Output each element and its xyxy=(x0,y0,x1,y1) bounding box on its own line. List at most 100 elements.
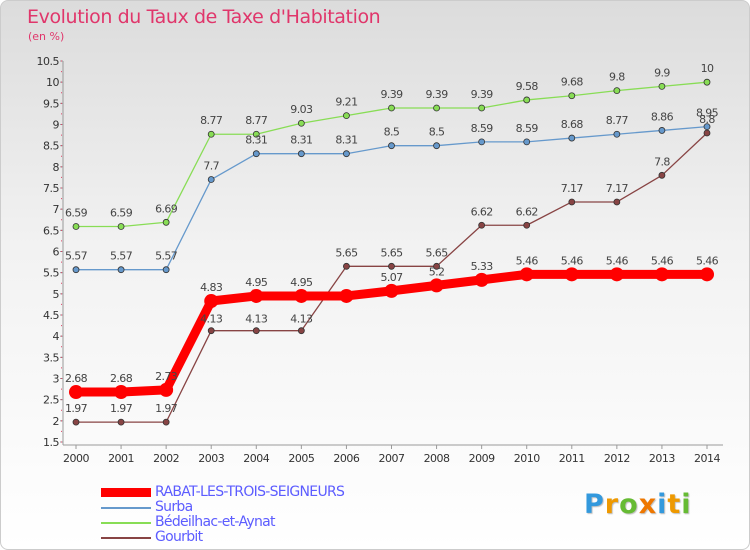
data-label: 9.39 xyxy=(380,88,403,101)
series-point xyxy=(117,223,125,230)
logo-letter: t xyxy=(667,489,682,520)
data-label: 9.39 xyxy=(471,88,494,101)
series-point xyxy=(700,267,714,282)
data-label: 5.65 xyxy=(380,246,403,259)
y-tick-label: 1.5 xyxy=(43,436,59,449)
data-label: 5.46 xyxy=(516,254,539,267)
legend-label: Surba xyxy=(155,499,193,515)
data-label: 5.65 xyxy=(335,246,358,259)
series-point xyxy=(568,198,576,206)
data-label: 5.46 xyxy=(651,254,674,267)
chart-unit-label: (en %) xyxy=(28,30,65,43)
data-label: 6.59 xyxy=(65,207,88,220)
series-point xyxy=(568,134,576,142)
series-point xyxy=(658,83,666,90)
series-point xyxy=(294,288,309,303)
series-point xyxy=(117,266,125,274)
x-tick-label: 2002 xyxy=(153,452,179,465)
series-point xyxy=(343,112,350,120)
series-point xyxy=(613,87,621,95)
data-label: 8.77 xyxy=(200,114,223,127)
y-tick-label: 2 xyxy=(53,415,60,428)
x-tick-label: 2007 xyxy=(379,452,405,465)
data-label: 2.68 xyxy=(110,372,133,385)
x-tick-label: 2003 xyxy=(198,452,224,465)
series-point xyxy=(658,127,666,134)
data-label: 9.39 xyxy=(426,88,449,101)
legend-swatch xyxy=(101,507,151,509)
x-tick-label: 2000 xyxy=(63,452,89,465)
series-point xyxy=(343,150,350,158)
series-point xyxy=(207,176,215,183)
legend-label: Gourbit xyxy=(155,529,203,545)
series-point xyxy=(519,267,534,282)
data-label: 4.95 xyxy=(245,276,268,289)
data-label: 2.68 xyxy=(65,372,88,385)
series-point xyxy=(478,104,486,112)
series-point xyxy=(433,104,440,112)
series-point xyxy=(564,267,579,282)
series-point xyxy=(252,150,260,158)
data-label: 8.5 xyxy=(384,126,400,139)
x-tick-label: 2013 xyxy=(649,452,675,465)
chart-title: Evolution du Taux de Taxe d'Habitation xyxy=(27,6,381,28)
series-point xyxy=(297,327,305,335)
series-point xyxy=(204,294,219,309)
data-label: 9.9 xyxy=(654,66,670,79)
series-point xyxy=(478,138,486,146)
series-point xyxy=(388,262,395,270)
series-point xyxy=(433,142,440,150)
series-point xyxy=(523,96,531,104)
series-point xyxy=(114,385,129,400)
data-label: 5.65 xyxy=(426,246,449,259)
y-tick-label: 9 xyxy=(53,119,60,132)
data-label: 6.62 xyxy=(471,205,493,218)
series-point xyxy=(568,92,576,100)
data-label: 5.33 xyxy=(471,260,494,273)
data-label: 5.57 xyxy=(155,250,178,263)
data-label: 7.7 xyxy=(203,160,219,173)
series-point xyxy=(343,262,350,270)
data-label: 8.5 xyxy=(429,126,445,139)
data-label: 6.59 xyxy=(110,207,133,220)
x-tick-label: 2011 xyxy=(559,452,585,465)
series-point xyxy=(249,288,264,303)
data-label: 5.46 xyxy=(561,254,584,267)
data-label: 5.2 xyxy=(429,265,445,278)
legend-swatch xyxy=(101,488,151,497)
series-point xyxy=(162,218,170,226)
data-label: 8.77 xyxy=(245,114,268,127)
series-point xyxy=(69,385,83,400)
data-label: 7.17 xyxy=(561,182,584,195)
data-label: 1.97 xyxy=(110,402,133,415)
x-tick-label: 2006 xyxy=(333,452,359,465)
data-label: 8.8 xyxy=(699,113,715,126)
data-label: 5.46 xyxy=(606,254,629,267)
series-point xyxy=(162,418,170,426)
logo-letter: P xyxy=(584,489,605,520)
logo-letter: x xyxy=(638,489,658,520)
y-tick-label: 7 xyxy=(53,203,60,216)
series-point xyxy=(523,138,531,146)
data-label: 8.31 xyxy=(245,134,267,147)
data-label: 5.07 xyxy=(380,271,403,284)
series-point xyxy=(478,221,486,229)
series-point xyxy=(339,288,354,303)
series-point xyxy=(72,418,80,426)
y-tick-label: 6.5 xyxy=(43,224,59,237)
logo-letter: o xyxy=(619,489,639,520)
series-point xyxy=(523,221,531,229)
series-point xyxy=(159,382,174,397)
series-point xyxy=(609,267,624,282)
series-point xyxy=(72,266,80,274)
y-tick-label: 8.5 xyxy=(43,140,59,153)
data-label: 9.8 xyxy=(609,71,625,84)
series-point xyxy=(384,283,399,298)
data-label: 6.62 xyxy=(516,205,538,218)
x-tick-label: 2008 xyxy=(424,452,450,465)
x-tick-label: 2005 xyxy=(288,452,314,465)
x-tick-label: 2010 xyxy=(514,452,540,465)
legend-swatch xyxy=(101,522,151,524)
